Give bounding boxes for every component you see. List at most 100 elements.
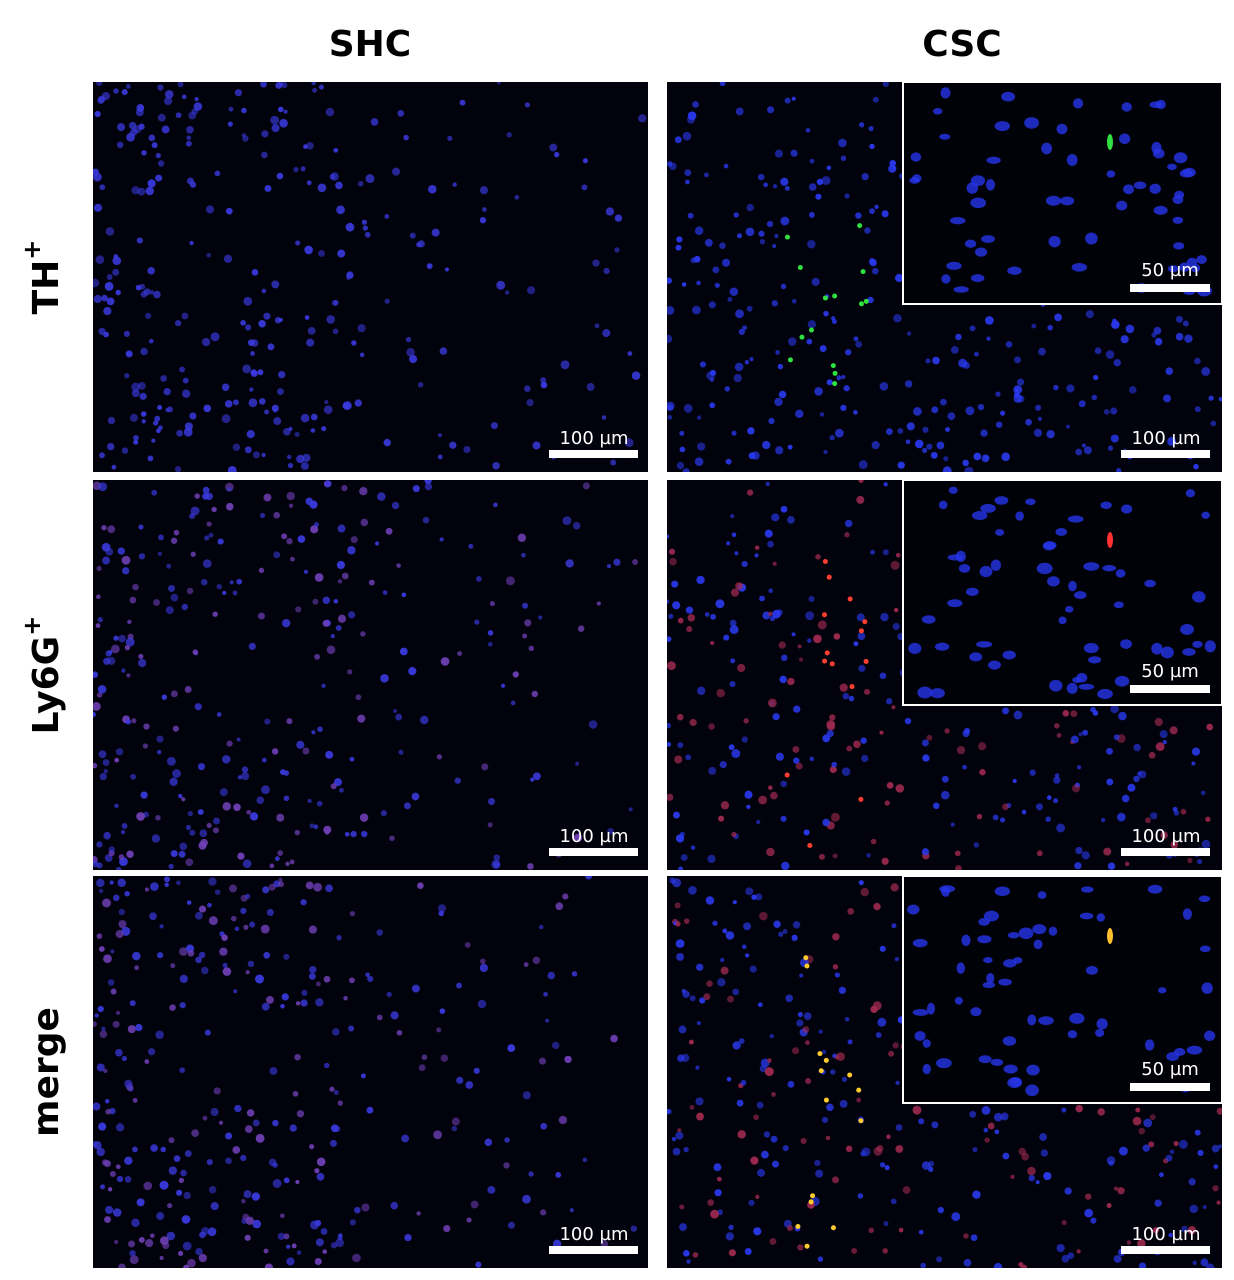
cell xyxy=(984,1137,990,1143)
cell xyxy=(101,1159,109,1166)
cell xyxy=(174,319,182,327)
cell xyxy=(582,158,588,164)
cell xyxy=(314,653,321,660)
cell xyxy=(310,428,316,433)
cell xyxy=(687,212,694,219)
cell xyxy=(757,1002,763,1008)
cell xyxy=(696,686,706,696)
cell xyxy=(1053,776,1061,784)
cell xyxy=(605,207,615,216)
marker-cell xyxy=(821,612,827,618)
inset-cell xyxy=(958,563,971,573)
cell xyxy=(880,612,889,622)
cell xyxy=(869,208,875,215)
cell xyxy=(881,210,889,218)
cell xyxy=(103,1068,108,1074)
cell xyxy=(274,856,280,862)
cell xyxy=(101,294,108,302)
cell xyxy=(631,371,641,380)
cell xyxy=(994,1129,1000,1135)
cell xyxy=(129,1249,136,1257)
marker-cell xyxy=(829,661,835,667)
cell xyxy=(836,375,842,381)
cell xyxy=(993,1112,1003,1122)
cell xyxy=(983,1127,989,1133)
cell xyxy=(326,645,336,655)
cell xyxy=(138,653,144,660)
cell xyxy=(277,106,284,113)
cell xyxy=(744,790,753,799)
cell xyxy=(973,351,979,357)
cell xyxy=(815,554,821,560)
cell xyxy=(181,797,186,802)
cell xyxy=(714,282,720,288)
cell xyxy=(487,822,493,828)
cell xyxy=(426,263,433,269)
cell xyxy=(234,926,240,932)
cell xyxy=(818,853,825,860)
cell xyxy=(390,1201,399,1210)
cell xyxy=(232,590,238,596)
cell xyxy=(233,803,241,812)
cell xyxy=(225,1132,233,1140)
cell xyxy=(1075,1104,1083,1113)
cell xyxy=(431,228,440,237)
cell xyxy=(272,1179,282,1188)
cell xyxy=(768,785,773,790)
cell xyxy=(791,934,798,941)
cell xyxy=(258,567,265,574)
cell xyxy=(245,1216,254,1225)
cell xyxy=(750,1156,759,1165)
cell xyxy=(883,1221,889,1227)
cell xyxy=(148,134,156,142)
cell xyxy=(493,854,501,862)
cell xyxy=(1106,778,1114,786)
cell xyxy=(632,559,639,566)
cell xyxy=(170,537,178,545)
cell xyxy=(199,829,208,838)
cell xyxy=(533,772,541,781)
inset-scale-bar xyxy=(1130,1083,1210,1091)
inset-cell xyxy=(1012,957,1023,964)
marker-cell xyxy=(822,559,828,565)
cell xyxy=(787,337,797,346)
cell xyxy=(208,1186,217,1194)
cell xyxy=(979,769,986,776)
cell xyxy=(724,386,730,392)
cell xyxy=(581,184,588,191)
cell xyxy=(94,1013,99,1018)
cell xyxy=(326,315,335,324)
cell xyxy=(758,795,768,805)
cell xyxy=(281,993,289,1001)
cell xyxy=(368,579,375,586)
cell xyxy=(301,462,309,470)
cell xyxy=(179,842,188,851)
inset-cell xyxy=(1144,579,1156,588)
cell xyxy=(118,634,126,643)
cell xyxy=(787,516,795,524)
cell xyxy=(832,853,838,859)
cell xyxy=(569,1208,574,1213)
cell xyxy=(687,614,696,622)
cell xyxy=(277,850,284,856)
cell xyxy=(1072,784,1080,793)
cell xyxy=(103,831,111,840)
cell xyxy=(829,434,835,441)
cell xyxy=(505,576,515,586)
cell xyxy=(596,601,601,606)
cell xyxy=(942,466,952,472)
cell xyxy=(106,274,113,280)
cell xyxy=(187,811,193,817)
cell xyxy=(1159,730,1168,739)
cell xyxy=(107,979,115,986)
cell xyxy=(245,970,250,975)
cell xyxy=(134,965,140,971)
inset-cell xyxy=(998,978,1012,986)
cell xyxy=(1158,1172,1164,1178)
cell xyxy=(863,688,871,695)
cell xyxy=(782,928,788,934)
cell xyxy=(392,167,401,176)
cell xyxy=(376,1014,383,1021)
cell xyxy=(417,882,424,889)
cell xyxy=(842,692,850,700)
